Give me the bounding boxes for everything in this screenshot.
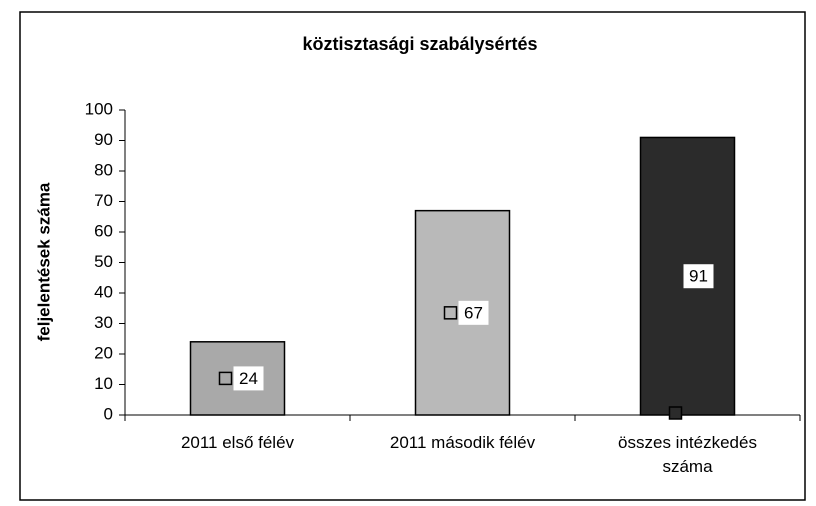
data-label: 91: [689, 267, 708, 286]
y-tick-label: 40: [94, 282, 113, 301]
y-tick-label: 50: [94, 252, 113, 271]
y-tick-label: 70: [94, 191, 113, 210]
y-tick-label: 100: [85, 99, 113, 118]
y-tick-label: 30: [94, 313, 113, 332]
y-tick-label: 0: [104, 404, 113, 423]
legend-key: [443, 306, 458, 320]
x-tick-label: 2011 első félév: [180, 433, 295, 452]
data-label: 24: [239, 369, 258, 388]
x-tick-label: 2011 második félév: [389, 433, 536, 452]
legend-key: [218, 371, 233, 386]
chart-border: [19, 11, 806, 501]
y-axis-title: feljelentések száma: [34, 182, 53, 341]
y-tick-label: 20: [94, 343, 113, 362]
y-tick-label: 60: [94, 221, 113, 240]
legend-key: [668, 406, 683, 420]
data-label-box: [458, 300, 489, 325]
chart-title: köztisztasági szabálysértés: [302, 34, 537, 54]
data-label-box: [683, 264, 714, 289]
data-label-box: [233, 366, 264, 391]
y-tick-label: 90: [94, 130, 113, 149]
y-tick-label: 10: [94, 374, 113, 393]
data-label: 67: [464, 303, 483, 322]
y-tick-label: 80: [94, 160, 113, 179]
x-tick-label: összes intézkedés száma: [618, 433, 757, 476]
